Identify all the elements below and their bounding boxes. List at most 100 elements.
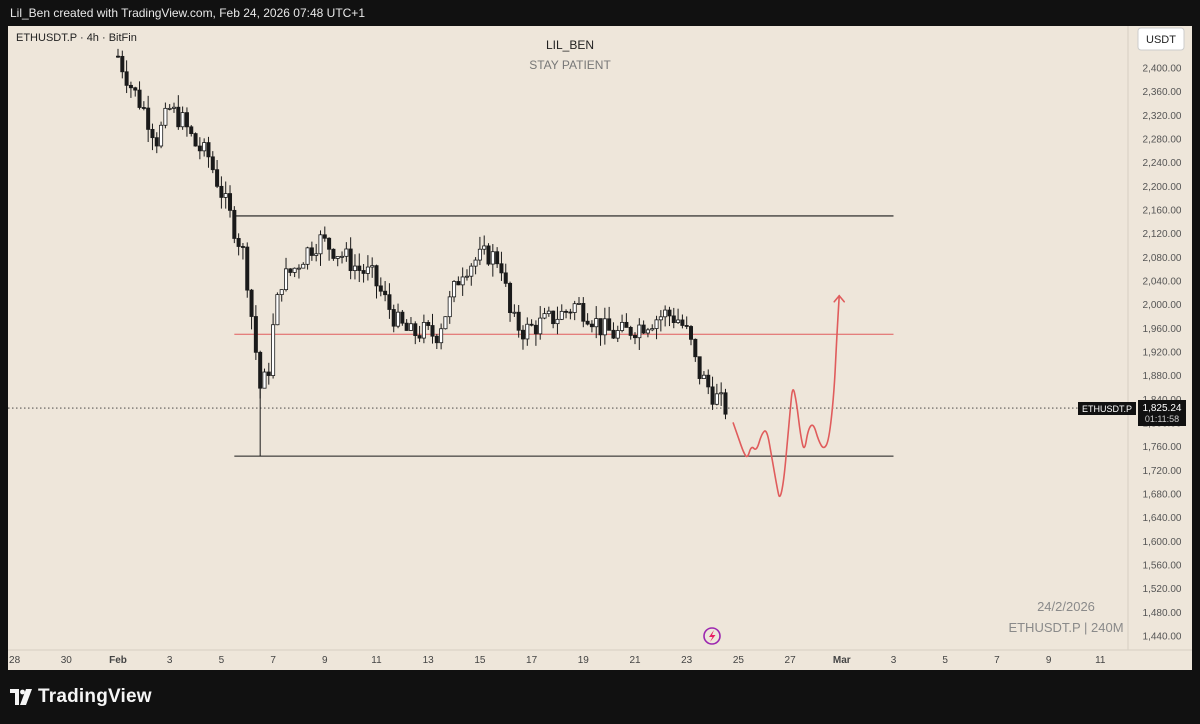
candle-body <box>292 267 297 273</box>
price-tick-label: 2,120.00 <box>1143 229 1182 240</box>
candle-body <box>189 126 194 134</box>
time-tick-label: 9 <box>1046 655 1052 666</box>
candle-body <box>193 133 198 147</box>
candle-body <box>120 55 125 73</box>
currency-label: USDT <box>1146 34 1176 46</box>
price-tick-label: 1,640.00 <box>1143 513 1182 524</box>
candle-body <box>546 310 551 315</box>
candle-body <box>288 268 293 273</box>
candle-body <box>202 142 207 152</box>
horizontal-levels[interactable] <box>8 215 1128 457</box>
candle-body <box>137 89 142 108</box>
price-tick-label: 1,480.00 <box>1143 608 1182 619</box>
price-tick-label: 1,720.00 <box>1143 466 1182 477</box>
candle-body <box>477 248 482 261</box>
arrow-head-icon <box>833 294 846 303</box>
time-tick-label: Mar <box>833 655 851 666</box>
candle-body <box>620 321 625 331</box>
time-tick-label: 11 <box>1095 655 1106 666</box>
candle-body <box>676 319 681 323</box>
price-chart[interactable]: 1,440.00 1,480.00 1,520.00 1,560.00 1,600.00… <box>8 26 1192 670</box>
candle-body <box>383 290 388 296</box>
time-tick-label: 5 <box>942 655 948 666</box>
projection-drawing[interactable] <box>732 294 846 498</box>
candle-body <box>594 318 599 328</box>
price-tick-label: 1,680.00 <box>1143 490 1182 501</box>
candle-body <box>499 263 504 274</box>
price-tick-label: 1,560.00 <box>1143 561 1182 572</box>
time-tick-label: 17 <box>526 655 538 666</box>
lightning-icon[interactable] <box>703 627 721 645</box>
candle-body <box>439 328 444 344</box>
candle-body <box>335 256 340 259</box>
candle-body <box>184 112 189 128</box>
chart-subtitle: STAY PATIENT <box>529 58 611 72</box>
price-tick-label: 2,080.00 <box>1143 253 1182 264</box>
candle-body <box>391 309 396 327</box>
candle-body <box>555 318 560 325</box>
candle-body <box>365 266 370 274</box>
price-tick-label: 2,360.00 <box>1143 87 1182 98</box>
candle-body <box>684 325 689 327</box>
candle-body <box>568 311 573 314</box>
candle-body <box>503 272 508 284</box>
candle-body <box>172 106 177 109</box>
candle-body <box>284 268 289 291</box>
candle-body <box>460 276 465 286</box>
price-tick-label: 2,200.00 <box>1143 182 1182 193</box>
candle-body <box>426 322 431 326</box>
time-axis[interactable]: 28 30 Feb 3 5 7 9 11 13 15 17 19 21 23 25 27 Mar 3 5 7 9 11 <box>8 649 1192 666</box>
candle-body <box>701 374 706 379</box>
candlestick-series <box>116 48 728 457</box>
candle-body <box>598 318 603 336</box>
candle-body <box>249 289 254 317</box>
current-price-tag: ETHUSDT.P 1,825.24 01:11:58 <box>1078 400 1186 426</box>
price-tick-label: 2,280.00 <box>1143 135 1182 146</box>
time-tick-label: 7 <box>270 655 276 666</box>
price-tick-label: 2,040.00 <box>1143 277 1182 288</box>
price-axis[interactable]: 1,440.00 1,480.00 1,520.00 1,560.00 1,600.00… <box>1127 26 1182 650</box>
candle-body <box>486 245 491 265</box>
candle-body <box>215 169 220 187</box>
candle-body <box>680 319 685 326</box>
symbol-label[interactable]: ETHUSDT.P · 4h · BitFin <box>16 32 137 44</box>
candle-body <box>456 281 461 286</box>
price-tick-label: 1,960.00 <box>1143 324 1182 335</box>
candle-body <box>309 247 314 256</box>
chart-frame[interactable]: 1,440.00 1,480.00 1,520.00 1,560.00 1,600.00… <box>8 26 1192 670</box>
candle-body <box>421 322 426 339</box>
candle-body <box>658 316 663 321</box>
candle-body <box>344 248 349 257</box>
candle-body <box>206 142 211 158</box>
tradingview-logo[interactable]: TradingView <box>10 686 152 708</box>
candle-body <box>628 327 633 336</box>
candle-body <box>128 84 133 89</box>
time-tick-label: 7 <box>994 655 1000 666</box>
candle-body <box>378 285 383 292</box>
time-tick-label: 25 <box>733 655 745 666</box>
candle-body <box>452 281 457 298</box>
price-tick-label: 1,760.00 <box>1143 442 1182 453</box>
candle-body <box>495 251 500 265</box>
candle-body <box>228 193 233 211</box>
candle-body <box>667 309 672 317</box>
candle-body <box>559 310 564 320</box>
projection-path[interactable] <box>732 294 841 498</box>
candle-body <box>340 255 345 258</box>
price-tag-symbol: ETHUSDT.P <box>1082 404 1132 414</box>
time-tick-label: 28 <box>9 655 21 666</box>
currency-button[interactable]: USDT <box>1137 27 1185 51</box>
candle-body <box>533 324 538 335</box>
time-tick-label: 19 <box>578 655 590 666</box>
candle-body <box>322 234 327 239</box>
chart-title: LIL_BEN <box>546 38 594 52</box>
candle-body <box>654 319 659 329</box>
candle-body <box>327 237 332 250</box>
candle-body <box>447 296 452 318</box>
candle-body <box>154 137 159 147</box>
candle-body <box>663 309 668 318</box>
candle-body <box>296 267 301 270</box>
time-tick-label: 3 <box>167 655 173 666</box>
candle-body <box>602 318 607 336</box>
watermark-date: 24/2/2026 <box>1037 599 1095 614</box>
